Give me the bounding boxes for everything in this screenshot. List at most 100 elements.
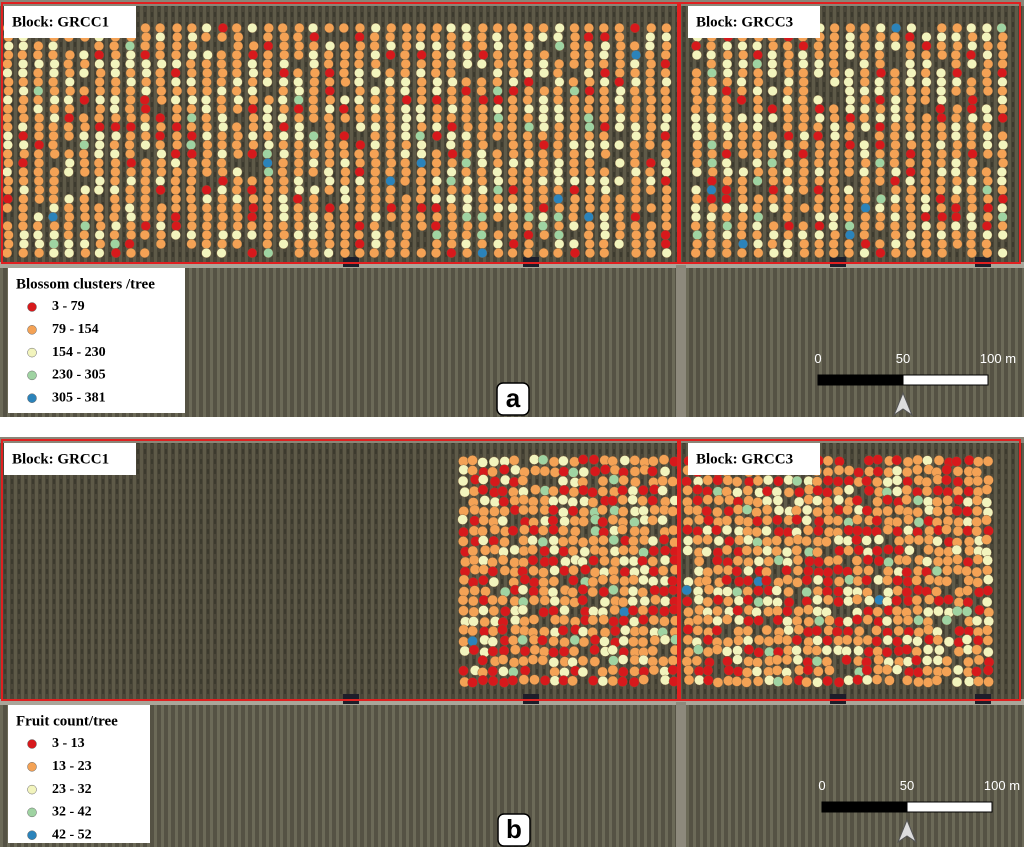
tree-dot [279,50,290,61]
tree-dot [921,556,933,567]
tree-dot [548,485,559,497]
tree-dot [217,23,228,34]
tree-dot [660,229,671,240]
tree-dot [599,76,610,87]
tree-dot [962,597,974,608]
tree-dot [140,211,151,222]
tree-dot [638,614,649,625]
tree-dot [812,594,823,605]
tree-dot [701,546,712,557]
tree-dot [432,103,443,114]
tree-dot [645,103,656,114]
tree-dot [293,148,304,159]
tree-dot [692,534,703,546]
tree-dot [570,32,581,43]
tree-dot [893,544,905,556]
tree-dot [172,32,183,43]
tree-dot [537,536,549,548]
tree-dot [844,220,855,231]
tree-dot [630,76,641,87]
tree-dot [768,202,779,213]
tree-dot [597,574,609,585]
legend-swatch [27,302,37,312]
tree-dot [63,59,74,70]
tree-dot [638,674,649,685]
tree-dot [492,166,503,177]
tree-dot [874,41,885,52]
tree-dot [140,184,151,195]
tree-dot [874,130,885,141]
tree-dot [619,585,630,597]
tree-dot [823,555,835,567]
tree-dot [523,148,534,159]
tree-dot [325,130,336,141]
tree-dot [355,112,366,123]
tree-dot [78,148,89,159]
tree-dot [783,597,795,608]
tree-dot [293,50,304,61]
tree-dot [457,594,469,606]
tree-dot [401,32,412,43]
tree-dot [649,635,660,646]
tree-dot [539,67,550,78]
block-outline [1,2,679,264]
tree-dot [920,121,931,132]
tree-dot [814,247,825,258]
tree-dot [355,193,366,204]
tree-dot [110,85,121,96]
tree-dot [682,634,694,646]
tree-dot [554,23,565,34]
tree-dot [308,41,319,52]
tree-dot [934,644,945,656]
tree-dot [783,229,794,240]
tree-dot [548,576,560,587]
tree-dot [499,565,511,576]
tree-dot [889,157,900,168]
tree-dot [324,157,335,168]
tree-dot [997,202,1008,213]
tree-dot [892,575,903,586]
tree-dot [639,534,650,546]
tree-dot [768,220,779,231]
tree-dot [155,76,166,87]
tree-dot [477,675,489,686]
tree-dot [853,467,864,478]
tree-dot [569,59,580,70]
tree-dot [552,85,563,96]
tree-dot [171,112,182,123]
tree-dot [461,85,472,96]
tree-dot [628,616,640,627]
tree-dot [890,85,901,96]
tree-dot [478,94,489,105]
tree-dot [901,644,913,655]
road-middle [0,699,1024,705]
tree-dot [477,175,488,186]
tree-dot [913,615,924,626]
tree-dot [93,211,104,222]
tree-dot [416,184,427,195]
tree-dot [763,556,774,567]
tree-dot [981,23,992,34]
tree-dot [607,456,618,467]
tree-dot [828,41,839,52]
tree-dot [649,504,660,516]
tree-dot [94,59,105,70]
tree-dot [793,606,804,617]
tree-dot [584,157,595,168]
tree-dot [324,103,335,114]
tree-dot [952,554,963,565]
tree-dot [923,606,934,618]
tree-dot [63,238,74,249]
tree-dot [761,525,772,537]
tree-dot [996,23,1007,34]
tree-dot [354,247,365,258]
tree-dot [386,157,397,168]
tree-dot [539,545,550,557]
tree-dot [579,546,590,557]
tree-dot [953,597,965,608]
tree-dot [569,85,580,96]
tree-dot [156,85,167,96]
tree-dot [971,566,982,578]
tree-dot [279,67,290,78]
tree-dot [953,646,965,657]
